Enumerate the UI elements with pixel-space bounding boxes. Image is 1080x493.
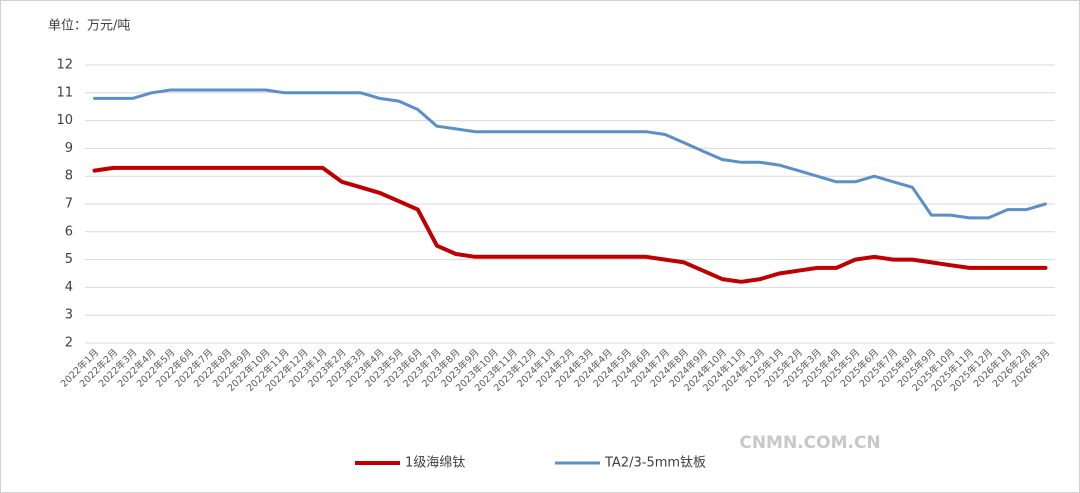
y-tick-label: 6 [65, 224, 73, 239]
y-tick-label: 10 [56, 113, 73, 128]
legend-label: 1级海绵钛 [405, 456, 465, 471]
watermark: CNMN.COM.CN [739, 433, 880, 453]
series-line [93, 88, 1047, 220]
y-tick-label: 2 [65, 336, 73, 351]
y-tick-label: 5 [65, 252, 73, 267]
legend-label: TA2/3-5mm钛板 [604, 456, 706, 471]
y-tick-label: 4 [65, 280, 73, 295]
y-tick-label: 8 [65, 169, 73, 184]
y-axis-label: 单位：万元/吨 [48, 19, 130, 34]
y-tick-label: 9 [65, 141, 73, 156]
series-line [92, 165, 1048, 284]
y-tick-label: 11 [56, 85, 73, 100]
y-tick-label: 7 [65, 197, 73, 212]
y-tick-label: 12 [56, 58, 73, 73]
y-tick-label: 3 [65, 308, 73, 323]
